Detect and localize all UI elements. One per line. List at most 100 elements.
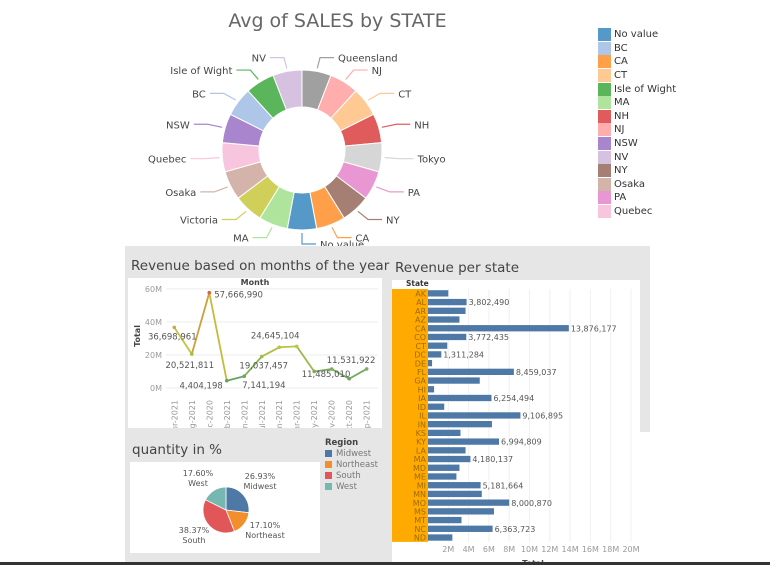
legend-item[interactable]: NV xyxy=(598,150,676,164)
legend-item[interactable]: Osaka xyxy=(598,177,676,192)
donut-label: PA xyxy=(408,188,420,199)
legend-item[interactable]: PA xyxy=(598,191,676,205)
donut-label: NV xyxy=(252,54,266,65)
legend-item[interactable]: Isle of Wight xyxy=(598,82,676,96)
legend-item[interactable]: CT xyxy=(598,69,676,83)
legend-swatch xyxy=(598,137,611,151)
legend-label: CA xyxy=(614,56,628,68)
bar xyxy=(428,421,492,428)
legend-swatch xyxy=(598,82,611,96)
legend-label: NY xyxy=(614,165,628,177)
legend-label: NJ xyxy=(614,124,625,136)
state-label: IA xyxy=(418,394,426,403)
bar xyxy=(428,368,514,375)
legend-item[interactable]: NJ xyxy=(598,123,676,137)
x-tick-label: 10M xyxy=(521,545,538,554)
bar-value-label: 3,772,435 xyxy=(468,333,509,342)
data-label: 36,698,961 xyxy=(148,332,197,342)
donut-label: CT xyxy=(398,89,412,100)
legend-item[interactable]: BC xyxy=(598,41,676,56)
pie-name-label: South xyxy=(182,536,205,545)
data-label: 4,404,198 xyxy=(180,382,223,392)
x-tick-label: May-2021 xyxy=(310,400,319,428)
pie-name-label: Northeast xyxy=(245,531,285,540)
state-label: KS xyxy=(416,429,426,438)
x-tick-label: Jan-2021 xyxy=(240,400,249,428)
donut-leader-line xyxy=(345,69,368,80)
region-legend-item[interactable]: South xyxy=(325,470,378,481)
bar xyxy=(428,394,492,402)
legend-label: MA xyxy=(614,97,630,109)
x-tick-label: Nov-2020 xyxy=(328,400,337,428)
legend-item[interactable]: NH xyxy=(598,109,676,124)
legend-label: NV xyxy=(614,151,629,163)
line-point xyxy=(347,376,351,381)
legend-label: West xyxy=(336,481,357,492)
bar xyxy=(428,351,442,358)
legend-label: CT xyxy=(614,70,628,82)
legend-swatch xyxy=(598,55,611,69)
donut-label: NY xyxy=(386,215,400,226)
bar xyxy=(428,438,499,445)
legend-item[interactable]: MA xyxy=(598,96,676,110)
legend-item[interactable]: No value xyxy=(598,28,676,42)
bar-value-label: 9,106,895 xyxy=(522,412,563,421)
pie-pct-label: 17.10% xyxy=(250,521,281,530)
line-segment xyxy=(314,368,332,373)
donut-leader-line xyxy=(236,69,259,80)
line-chart: Month Total 0M 20M 40M 60M 36,698,961 Apr-2021 2… xyxy=(133,278,378,428)
legend-swatch xyxy=(598,177,611,191)
y-axis-label: Total xyxy=(133,325,142,347)
legend-swatch xyxy=(598,150,611,164)
legend-swatch xyxy=(598,205,611,219)
legend-item[interactable]: NY xyxy=(598,164,676,178)
line-segment xyxy=(243,355,263,377)
bar-value-label: 8,459,037 xyxy=(516,368,557,377)
legend-swatch xyxy=(598,69,611,83)
state-label: MA xyxy=(414,455,427,464)
legend-swatch xyxy=(325,450,332,457)
legend-swatch xyxy=(598,96,611,110)
legend-item[interactable]: NSW xyxy=(598,137,676,151)
pie-pct-label: 17.60% xyxy=(183,469,214,478)
x-tick-label: 18M xyxy=(602,545,619,554)
state-label: CA xyxy=(415,324,427,333)
bottom-border xyxy=(0,562,770,565)
y-tick-label: 0M xyxy=(150,384,162,393)
state-label: LA xyxy=(416,446,427,455)
legend-label: Northeast xyxy=(336,459,378,470)
bar xyxy=(428,342,448,349)
line-point xyxy=(312,369,317,374)
state-header: State xyxy=(406,280,429,288)
state-label: AL xyxy=(416,298,426,307)
legend-item[interactable]: CA xyxy=(598,55,676,69)
donut-leader-line xyxy=(269,57,288,69)
legend-label: Midwest xyxy=(336,448,372,459)
x-tick-label: Jun-2021 xyxy=(275,400,284,428)
legend-label: NH xyxy=(614,110,629,122)
donut-label: CA xyxy=(355,234,369,245)
state-label: IL xyxy=(419,412,426,421)
region-legend-item[interactable]: Midwest xyxy=(325,448,378,459)
line-segment xyxy=(173,326,193,355)
donut-label: NJ xyxy=(372,66,382,77)
donut-title: Avg of SALES by STATE xyxy=(228,10,447,32)
line-chart-title: Revenue based on months of the year xyxy=(131,258,390,274)
data-label: 11,531,922 xyxy=(327,356,376,366)
bar xyxy=(428,403,445,410)
line-segment xyxy=(348,368,368,380)
line-segment xyxy=(226,375,245,382)
donut-label: NH xyxy=(414,120,429,131)
pie-pct-label: 26.93% xyxy=(245,472,276,481)
legend-swatch xyxy=(325,483,332,490)
bar xyxy=(428,464,460,471)
region-legend-item[interactable]: West xyxy=(325,481,378,492)
state-label: GA xyxy=(414,377,426,386)
region-legend-item[interactable]: Northeast xyxy=(325,459,378,470)
bar xyxy=(428,534,453,541)
donut-leader-line xyxy=(357,210,383,221)
bar xyxy=(428,508,494,515)
donut-leader-line xyxy=(190,157,220,160)
state-label: ME xyxy=(414,473,426,482)
legend-item[interactable]: Quebec xyxy=(598,205,676,219)
